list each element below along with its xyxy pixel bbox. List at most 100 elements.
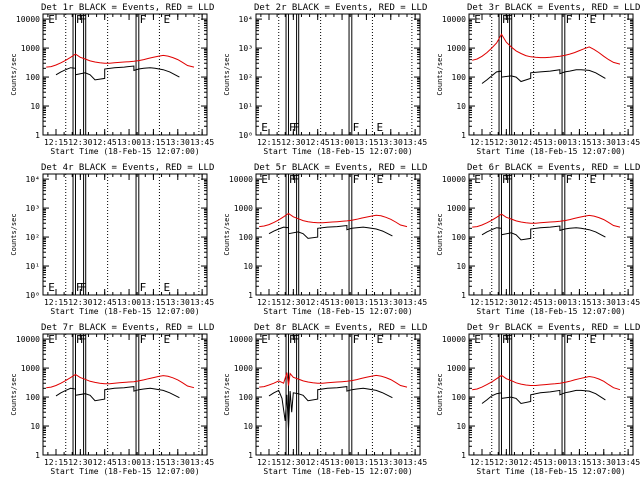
y-axis-label: Counts/sec <box>10 213 18 255</box>
y-tick-label: 10000 <box>16 335 40 344</box>
x-axis-label: Start Time (18-Feb-15 12:07:00) <box>476 467 625 476</box>
lld-series-line <box>46 373 195 389</box>
chart-panel: Det 8r BLACK = Events, RED = LLD 1 10 100 10… <box>223 323 427 476</box>
x-tick-label: 13:15 <box>354 458 378 467</box>
annotation-letter: F <box>506 13 513 26</box>
lld-series-line <box>472 374 621 391</box>
x-axis-label: Start Time (18-Feb-15 12:07:00) <box>476 147 625 156</box>
y-tick-label: 10⁰ <box>239 131 253 140</box>
plot-frame <box>42 333 208 456</box>
chart-title: Det 6r BLACK = Events, RED = LLD <box>467 163 640 173</box>
x-tick-label: 12:45 <box>93 298 117 307</box>
annotation-letter: E <box>377 121 384 134</box>
x-axis-label: Start Time (18-Feb-15 12:07:00) <box>476 307 625 316</box>
x-tick-label: 12:30 <box>68 138 92 147</box>
y-tick-label: 1000 <box>447 204 466 213</box>
x-tick-label: 13:15 <box>141 298 165 307</box>
y-tick-label: 1 <box>461 451 466 460</box>
annotation-letter: F <box>506 333 513 346</box>
chart-panel: Det 1r BLACK = Events, RED = LLD 1 10 100 10… <box>10 3 214 156</box>
events-series-line <box>55 386 180 402</box>
y-tick-label: 1 <box>35 131 40 140</box>
lld-series-line <box>472 33 621 65</box>
annotation-letter: F <box>76 333 83 346</box>
y-axis-label: Counts/sec <box>10 53 18 95</box>
y-axis-label: Counts/sec <box>223 373 231 415</box>
y-tick-label: 10 <box>30 102 40 111</box>
x-tick-label: 13:45 <box>403 138 427 147</box>
annotation-letter: E <box>48 333 55 346</box>
x-tick-label: 12:45 <box>519 458 543 467</box>
plot-frame <box>255 173 421 296</box>
x-tick-label: 12:45 <box>306 138 330 147</box>
annotation-letter: E <box>164 281 171 294</box>
annotation-letter: E <box>261 333 268 346</box>
x-axis-label: Start Time (18-Feb-15 12:07:00) <box>50 147 199 156</box>
y-tick-label: 10¹ <box>239 102 253 111</box>
plot-frame <box>255 13 421 136</box>
annotation-letter: F <box>76 281 83 294</box>
x-tick-label: 13:15 <box>141 458 165 467</box>
chart-title: Det 7r BLACK = Events, RED = LLD <box>41 323 214 333</box>
plot-frame <box>255 333 421 456</box>
chart-panel: Det 2r BLACK = Events, RED = LLD 10⁰ 10¹ 10… <box>223 3 427 156</box>
x-tick-label: 12:30 <box>281 138 305 147</box>
annotation-letter: F <box>140 333 147 346</box>
x-tick-label: 13:45 <box>616 458 640 467</box>
x-tick-label: 13:15 <box>567 298 591 307</box>
x-tick-label: 12:30 <box>494 138 518 147</box>
x-tick-label: 13:30 <box>379 138 403 147</box>
annotation-letter: F <box>76 13 83 26</box>
y-tick-label: 1000 <box>234 204 253 213</box>
y-tick-label: 10 <box>456 102 466 111</box>
x-tick-label: 13:00 <box>117 138 141 147</box>
x-tick-label: 13:00 <box>543 138 567 147</box>
y-tick-label: 10² <box>239 73 253 82</box>
x-tick-label: 12:45 <box>306 298 330 307</box>
chart-title: Det 1r BLACK = Events, RED = LLD <box>41 3 214 13</box>
annotation-letter: F <box>80 13 87 26</box>
annotation-letter: F <box>353 173 360 186</box>
x-tick-label: 13:30 <box>166 458 190 467</box>
y-tick-label: 10⁰ <box>26 291 40 300</box>
y-tick-label: 1000 <box>447 364 466 373</box>
events-series-line <box>268 224 393 239</box>
annotation-letter: F <box>289 121 296 134</box>
y-tick-label: 10² <box>26 233 40 242</box>
y-tick-label: 10 <box>30 422 40 431</box>
events-series-line <box>268 386 393 429</box>
y-tick-label: 10000 <box>442 15 466 24</box>
x-tick-label: 12:45 <box>306 458 330 467</box>
y-tick-label: 100 <box>452 233 467 242</box>
annotation-letter: F <box>140 281 147 294</box>
y-tick-label: 10³ <box>239 44 253 53</box>
y-tick-label: 100 <box>26 393 41 402</box>
x-tick-label: 13:15 <box>141 138 165 147</box>
y-tick-label: 10000 <box>16 15 40 24</box>
y-axis-label: Counts/sec <box>223 213 231 255</box>
annotation-letter: E <box>48 281 55 294</box>
x-tick-label: 12:15 <box>470 298 494 307</box>
x-tick-label: 13:45 <box>616 138 640 147</box>
annotation-letter: E <box>474 13 481 26</box>
annotation-letter: F <box>502 333 509 346</box>
chart-title: Det 9r BLACK = Events, RED = LLD <box>467 323 640 333</box>
x-tick-label: 13:00 <box>117 298 141 307</box>
y-tick-label: 1 <box>461 131 466 140</box>
plot-frame <box>468 13 634 136</box>
x-tick-label: 12:45 <box>93 458 117 467</box>
annotation-letter: F <box>289 173 296 186</box>
y-tick-label: 10000 <box>442 175 466 184</box>
chart-title: Det 8r BLACK = Events, RED = LLD <box>254 323 427 333</box>
annotation-letter: F <box>502 173 509 186</box>
x-tick-label: 12:15 <box>470 138 494 147</box>
x-tick-label: 13:45 <box>190 138 214 147</box>
y-axis-label: Counts/sec <box>436 213 444 255</box>
annotation-letter: E <box>261 173 268 186</box>
x-tick-label: 13:45 <box>403 298 427 307</box>
annotation-letter: E <box>164 333 171 346</box>
annotation-letter: E <box>590 13 597 26</box>
annotation-letter: F <box>353 333 360 346</box>
y-axis-label: Counts/sec <box>223 53 231 95</box>
